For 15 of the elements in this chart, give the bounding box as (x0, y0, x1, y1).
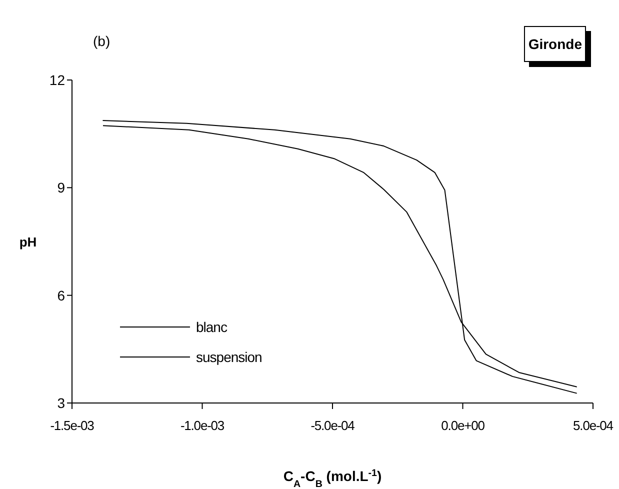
x-tick-label: -1.5e-03 (50, 418, 94, 434)
y-tick-label: 9 (57, 180, 66, 196)
y-tick-label: 3 (57, 394, 66, 411)
x-tick-label: -1.0e-03 (180, 418, 224, 434)
text: Gironde (524, 26, 586, 62)
x-tick-label: 5.0e-04 (573, 418, 614, 434)
text: (b) (93, 33, 110, 49)
legend-label: suspension (196, 349, 262, 365)
x-tick-label: 0.0e+00 (441, 418, 485, 434)
legend-label: blanc (196, 319, 227, 335)
y-tick-label: 6 (57, 287, 66, 304)
y-tick-label: 12 (49, 72, 66, 88)
x-tick-label: -5.0e-04 (310, 418, 355, 434)
x-axis-title: C$_{A}$-C$_{B}$ (mol.L$^{-1}$) (283, 468, 382, 489)
y-axis-title: pH (19, 234, 37, 250)
